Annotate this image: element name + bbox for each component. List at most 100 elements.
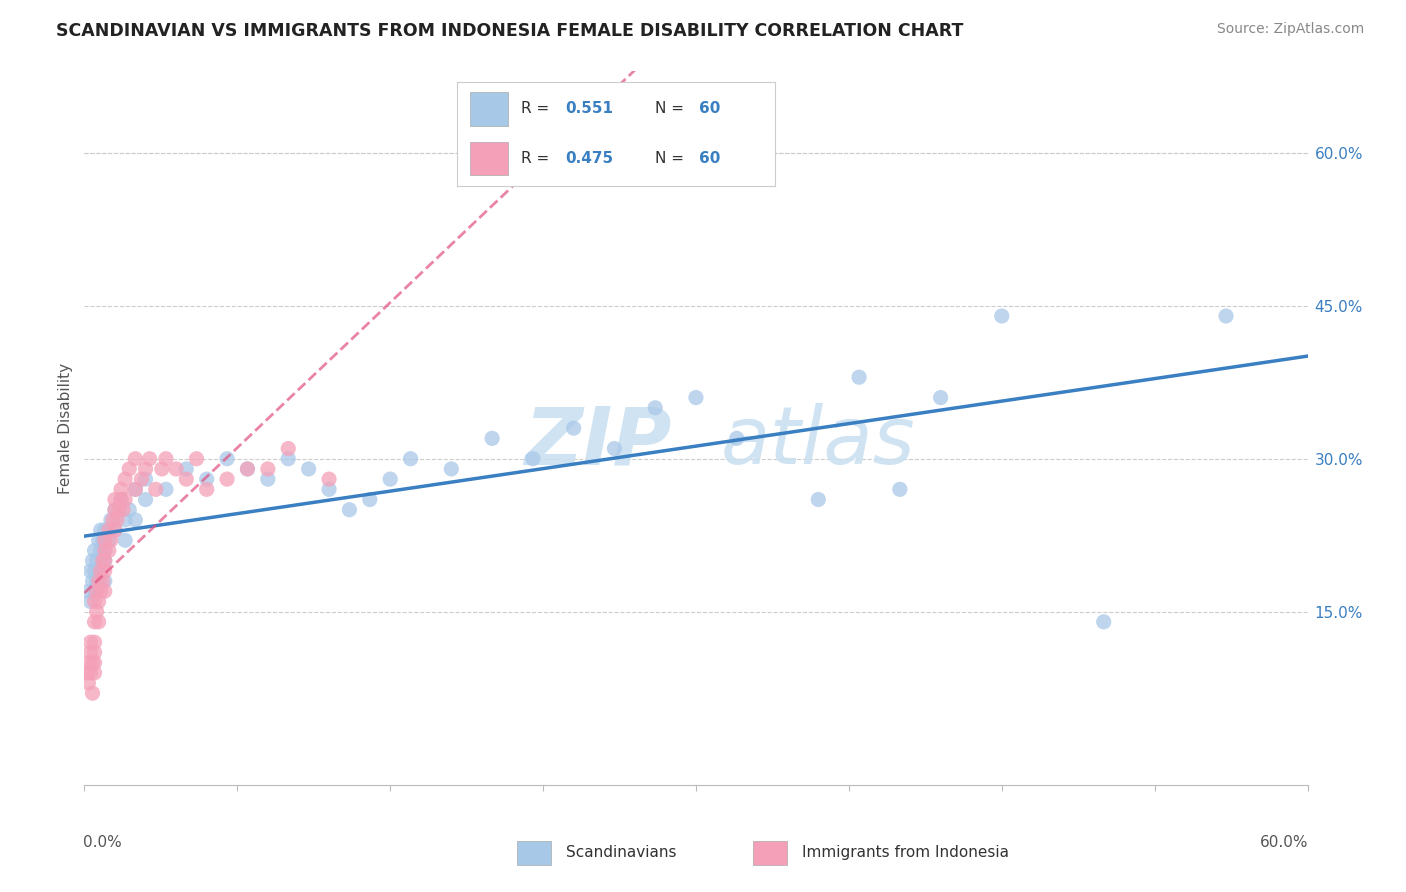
Point [603,442,626,456]
Point [135,492,157,507]
Point [522,451,544,466]
Point [174,472,197,486]
Point [83,584,105,599]
Point [562,421,585,435]
FancyBboxPatch shape [754,840,787,865]
Point [100,533,122,548]
Point [79,594,101,608]
Point [91,574,114,588]
Point [118,502,141,516]
Point [93,543,115,558]
Point [889,483,911,497]
Point [87,574,110,588]
Point [79,645,101,659]
Point [848,370,870,384]
Text: ZIP: ZIP [524,403,672,482]
Point [82,554,104,568]
Point [77,656,100,670]
Point [91,554,114,568]
Point [1092,615,1115,629]
Point [83,656,105,670]
Point [217,472,239,486]
Point [93,533,115,548]
Point [118,462,141,476]
Point [90,584,112,599]
Point [138,451,160,466]
Point [79,665,101,680]
Point [93,554,115,568]
Point [104,523,127,537]
Point [359,492,381,507]
Point [83,645,105,659]
Point [124,483,146,497]
Point [83,635,105,649]
Text: Scandinavians: Scandinavians [565,846,676,860]
Point [277,451,299,466]
Point [77,676,100,690]
Point [82,574,104,588]
Point [380,472,402,486]
Point [236,462,259,476]
Point [82,656,104,670]
Point [440,462,463,476]
Point [87,564,110,578]
Point [155,451,177,466]
Point [131,472,153,486]
Point [217,451,239,466]
Point [257,472,280,486]
Point [685,391,707,405]
Point [318,483,340,497]
Point [186,451,208,466]
Point [82,686,104,700]
Point [339,502,361,516]
Point [135,462,157,476]
Point [257,462,280,476]
Point [195,472,218,486]
Point [87,615,110,629]
Point [77,584,100,599]
Point [124,513,146,527]
Point [90,523,112,537]
Point [83,594,105,608]
Point [91,533,114,548]
Point [93,554,115,568]
Point [97,533,120,548]
Point [86,574,108,588]
Point [105,513,128,527]
Point [91,554,114,568]
Point [93,564,115,578]
Point [195,483,218,497]
Point [75,665,97,680]
Point [86,605,108,619]
Point [236,462,259,476]
Text: SCANDINAVIAN VS IMMIGRANTS FROM INDONESIA FEMALE DISABILITY CORRELATION CHART: SCANDINAVIAN VS IMMIGRANTS FROM INDONESI… [56,22,963,40]
FancyBboxPatch shape [517,840,551,865]
Point [83,543,105,558]
Point [114,472,136,486]
Text: Immigrants from Indonesia: Immigrants from Indonesia [801,846,1010,860]
Point [155,483,177,497]
Point [135,472,157,486]
Point [97,543,120,558]
Point [93,543,115,558]
Point [165,462,187,476]
Point [93,523,115,537]
Point [83,665,105,680]
Point [104,523,127,537]
Point [124,483,146,497]
Point [644,401,666,415]
Y-axis label: Female Disability: Female Disability [58,362,73,494]
Point [991,309,1014,323]
Point [114,533,136,548]
Point [318,472,340,486]
Text: 0.0%: 0.0% [83,835,122,850]
Text: atlas: atlas [721,403,915,482]
Point [83,564,105,578]
Point [481,431,503,445]
Point [145,483,167,497]
Point [87,533,110,548]
Point [150,462,173,476]
Point [929,391,952,405]
Point [725,431,748,445]
Text: Source: ZipAtlas.com: Source: ZipAtlas.com [1216,22,1364,37]
